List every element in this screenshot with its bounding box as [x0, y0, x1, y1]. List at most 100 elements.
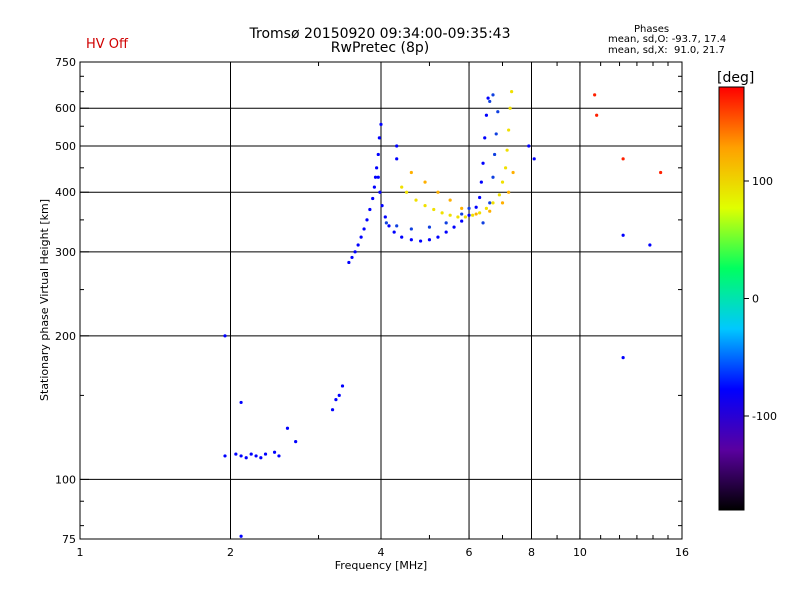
data-point [488, 201, 492, 205]
data-point [483, 136, 487, 140]
series-scattered-high-phase [593, 93, 663, 175]
data-point [471, 213, 475, 217]
data-point [505, 148, 509, 152]
data-point [595, 113, 599, 117]
x-tick-label: 16 [675, 546, 689, 559]
data-point [491, 93, 495, 97]
y-tick-label: 400 [55, 186, 76, 199]
data-point [330, 408, 335, 412]
data-point [347, 260, 351, 265]
y-tick-label: 100 [55, 473, 76, 486]
colorbar-ticks: 100 0 -100 [744, 175, 777, 423]
data-point [414, 198, 418, 202]
data-point [254, 454, 258, 458]
data-point [263, 452, 268, 456]
data-point [448, 213, 452, 217]
data-point [488, 99, 492, 104]
data-point [234, 452, 238, 456]
colorbar-tick-label: -100 [752, 410, 777, 423]
x-tick-label: 8 [528, 546, 535, 559]
y-tick-label: 75 [62, 533, 76, 546]
data-point [486, 96, 490, 100]
x-axis-label: Frequency [MHz] [335, 559, 427, 572]
data-point [488, 209, 492, 213]
data-point [337, 393, 341, 398]
data-point [392, 230, 396, 234]
data-point [365, 218, 369, 222]
data-point [460, 219, 464, 223]
data-point [478, 195, 482, 200]
data-point [507, 128, 511, 132]
colorbar-tick-label: 0 [752, 293, 759, 306]
data-point [371, 196, 375, 201]
chart-subtitle: RwPretec (8p) [330, 40, 430, 56]
data-point [484, 113, 489, 117]
data-point [500, 201, 505, 205]
data-point [448, 198, 452, 202]
phases-x-stats: mean, sd,X: 91.0, 21.7 [608, 45, 725, 56]
x-tick-label: 6 [466, 546, 473, 559]
data-point [395, 144, 399, 148]
data-point [239, 454, 243, 458]
data-point [378, 190, 382, 194]
data-point [444, 230, 448, 234]
data-point [376, 175, 380, 179]
data-point [362, 227, 366, 231]
grid-lines [80, 62, 682, 539]
data-point [474, 205, 478, 209]
y-tick-label: 200 [55, 330, 76, 343]
data-point [507, 190, 511, 194]
data-point [285, 426, 290, 430]
data-point [409, 170, 413, 175]
data-point [467, 213, 471, 217]
data-point [223, 334, 227, 338]
data-point [423, 180, 427, 184]
y-axis-label: Stationary phase Virtual Height [km] [38, 199, 51, 401]
data-point [436, 190, 440, 194]
data-point [456, 215, 460, 219]
data-point [400, 235, 404, 239]
data-point [409, 238, 413, 242]
data-point [427, 225, 432, 229]
x-tick-label: 2 [227, 546, 234, 559]
data-point [272, 450, 277, 454]
data-point [418, 239, 423, 243]
data-point [497, 193, 501, 197]
y-tick-label: 600 [55, 102, 76, 115]
data-point [373, 175, 378, 179]
data-point [350, 255, 354, 260]
data-point [409, 227, 413, 231]
data-point [532, 157, 536, 161]
data-point [368, 207, 372, 212]
data-point [223, 454, 227, 458]
data-point [460, 212, 464, 216]
data-point [353, 250, 357, 254]
phases-title: Phases [634, 24, 670, 35]
data-point [239, 534, 243, 538]
data-point [277, 454, 281, 458]
data-point [621, 233, 625, 237]
data-point [479, 180, 483, 184]
data-point [359, 235, 363, 239]
y-tick-label: 750 [55, 56, 76, 69]
series-scattered-low [223, 144, 652, 538]
data-point [239, 400, 243, 405]
data-point [340, 384, 345, 388]
chart-title: Tromsø 20150920 09:34:00-09:35:43 [249, 26, 511, 42]
x-tick-label: 1 [77, 546, 84, 559]
data-point [404, 190, 409, 194]
data-point [491, 175, 495, 179]
data-point [510, 90, 514, 94]
data-point [460, 206, 464, 210]
colorbar-unit: [deg] [717, 70, 755, 86]
y-tick-label: 500 [55, 140, 76, 153]
data-point [387, 224, 391, 228]
x-tick-label: 10 [573, 546, 587, 559]
data-point [383, 215, 387, 219]
data-point [436, 235, 440, 239]
data-point [244, 456, 248, 460]
data-point [481, 221, 485, 225]
data-point [484, 206, 489, 210]
data-point [503, 166, 508, 170]
